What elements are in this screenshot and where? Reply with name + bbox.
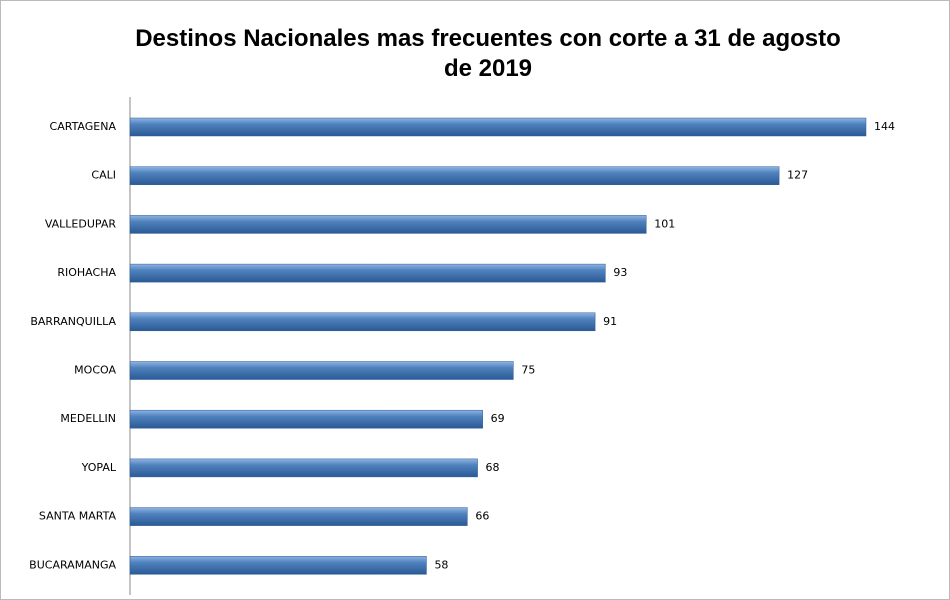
bar [129,263,606,283]
bar [129,409,483,429]
data-label: 93 [613,266,627,279]
data-label: 101 [654,217,675,230]
y-tick-label: BARRANQUILLA [30,315,116,328]
y-tick-label: VALLEDUPAR [45,217,117,230]
bar [129,215,647,234]
y-tick-label: SANTA MARTA [39,510,117,523]
y-tick-label: MOCOA [74,364,116,377]
data-label: 91 [603,315,617,328]
data-label: 144 [874,120,895,133]
chart-title: Destinos Nacionales mas frecuentes con c… [135,25,841,82]
y-tick-label: RIOHACHA [57,266,116,279]
y-tick-label: CARTAGENA [50,120,117,133]
bar [129,458,478,478]
y-tick-label: CALI [91,169,116,182]
y-tick-label: MEDELLIN [60,412,116,425]
data-label: 127 [787,169,808,182]
data-label: 66 [475,510,489,523]
bar [129,117,867,137]
bar [129,556,427,575]
data-label: 68 [486,461,500,474]
bar [129,507,468,526]
data-label: 75 [521,364,535,377]
data-label: 69 [491,412,505,425]
data-label: 58 [434,558,448,571]
bar [129,312,596,332]
bar [129,361,514,380]
y-tick-label: BUCARAMANGA [29,558,116,571]
bar [129,166,780,185]
y-tick-label: YOPAL [81,461,117,474]
